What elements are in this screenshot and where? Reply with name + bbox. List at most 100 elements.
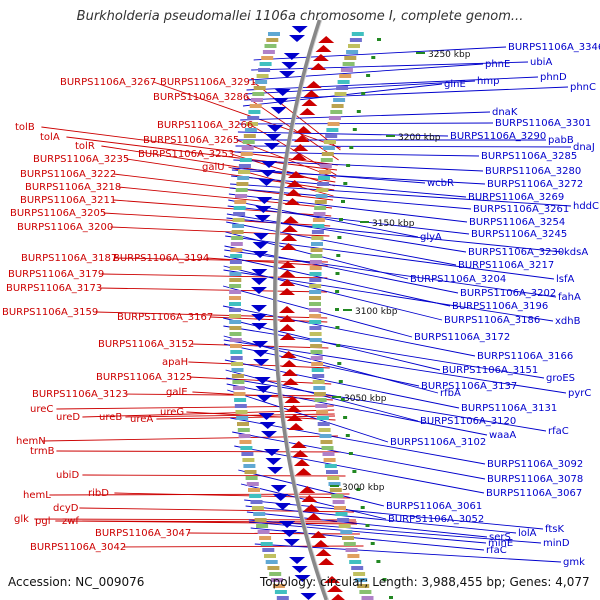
gene-label-left: BURPS1106A_3123 (32, 389, 128, 400)
reverse-gene-arrow (281, 360, 298, 367)
forward-gene-arrow (300, 593, 317, 600)
cog-feature-box (312, 380, 325, 384)
cog-feature-box (240, 152, 253, 156)
cog-feature-box (229, 296, 241, 300)
cog-feature-box (353, 572, 366, 576)
leader-line (223, 339, 567, 394)
cog-feature-box (230, 254, 243, 258)
track-tick (348, 452, 353, 455)
gene-label-right: kdsA (564, 247, 588, 258)
reverse-gene-arrow (295, 468, 312, 475)
cog-feature-box (323, 458, 336, 462)
leader-line (238, 469, 385, 507)
leader-line (153, 81, 341, 149)
reverse-gene-arrow (288, 423, 304, 430)
gene-label-right: BURPS1106A_3078 (487, 474, 583, 485)
track-tick (337, 236, 342, 239)
cog-feature-box (309, 290, 322, 294)
gene-label-left: BURPS1106A_3179 (8, 269, 104, 280)
cog-feature-box (313, 212, 326, 216)
cog-feature-box (311, 368, 324, 372)
leader-line (232, 431, 486, 480)
forward-gene-arrow (289, 35, 305, 42)
reverse-gene-arrow (279, 261, 296, 268)
cog-feature-box (260, 542, 273, 546)
forward-gene-arrow (259, 422, 276, 429)
track-tick (349, 146, 354, 149)
gene-label-left: BURPS1106A_3222 (20, 169, 116, 180)
cog-feature-box (276, 596, 289, 600)
cog-feature-box (319, 164, 332, 168)
cog-feature-box (338, 524, 351, 528)
track-tick (360, 506, 365, 509)
cog-feature-box (312, 374, 325, 378)
forward-gene-arrow (261, 431, 277, 438)
cog-feature-box (309, 332, 322, 336)
track-tick (335, 290, 340, 293)
leader-line (188, 532, 360, 535)
leader-line (237, 131, 449, 137)
reverse-gene-arrow (312, 540, 329, 547)
cog-feature-box (264, 44, 277, 48)
cog-feature-box (251, 506, 264, 510)
leader-line (226, 217, 563, 253)
gene-label-right: BURPS1106A_3092 (487, 459, 583, 470)
cog-feature-box (265, 560, 278, 564)
reverse-gene-arrow (293, 459, 310, 466)
cog-feature-box (237, 422, 249, 426)
gene-label-left: ubiD (56, 470, 79, 481)
reverse-gene-arrow (315, 45, 332, 52)
reverse-gene-arrow (279, 315, 296, 322)
leader-line (125, 413, 335, 418)
cog-feature-box (333, 98, 346, 102)
cog-feature-box (231, 368, 244, 372)
cog-feature-box (337, 80, 350, 84)
gene-label-right: BURPS1106A_3067 (486, 488, 582, 499)
forward-gene-arrow (265, 458, 282, 465)
gene-label-right: fahA (558, 292, 581, 303)
reverse-gene-arrow (282, 216, 299, 223)
leader-line (125, 393, 333, 397)
reverse-gene-arrow (284, 198, 301, 205)
leader-line (188, 361, 330, 369)
forward-gene-arrow (274, 503, 291, 510)
reverse-gene-arrow (290, 441, 307, 448)
cog-feature-box (349, 38, 362, 42)
cog-feature-box (316, 188, 329, 192)
leader-line (186, 411, 336, 421)
forward-gene-arrow (261, 161, 277, 168)
cog-feature-box (321, 152, 334, 156)
gene-label-right: gmk (563, 557, 585, 568)
cog-feature-box (253, 86, 266, 90)
track-tick (377, 38, 381, 41)
cog-feature-box (264, 554, 276, 558)
summary-text: Topology: circular; Length: 3,988,455 bp… (260, 575, 590, 589)
gene-label-left: ureC (30, 404, 53, 415)
leader-line (231, 169, 486, 185)
reverse-gene-arrow (331, 594, 345, 600)
cog-feature-box (248, 488, 260, 492)
gene-label-right: BURPS1106A_3280 (485, 166, 581, 177)
leader-line (235, 145, 572, 148)
forward-gene-arrow (258, 179, 275, 186)
track-tick (338, 380, 343, 383)
cog-feature-box (316, 416, 329, 420)
forward-gene-arrow (270, 107, 287, 114)
gene-label-right: dnaJ (573, 142, 595, 153)
cog-feature-box (309, 260, 322, 264)
cog-feature-box (346, 50, 359, 54)
cog-feature-box (348, 44, 360, 48)
track-tick (366, 74, 371, 77)
cog-feature-box (259, 62, 272, 66)
cog-feature-box (312, 218, 325, 222)
leader-line (234, 445, 485, 494)
cog-feature-box (319, 434, 332, 438)
cog-feature-box (309, 284, 322, 288)
cog-feature-box (334, 92, 347, 96)
cog-feature-box (236, 416, 249, 420)
cog-feature-box (328, 116, 341, 120)
forward-gene-arrow (251, 314, 268, 321)
cog-feature-box (320, 440, 333, 444)
reverse-gene-arrow (279, 333, 296, 340)
cog-feature-box (336, 86, 349, 90)
